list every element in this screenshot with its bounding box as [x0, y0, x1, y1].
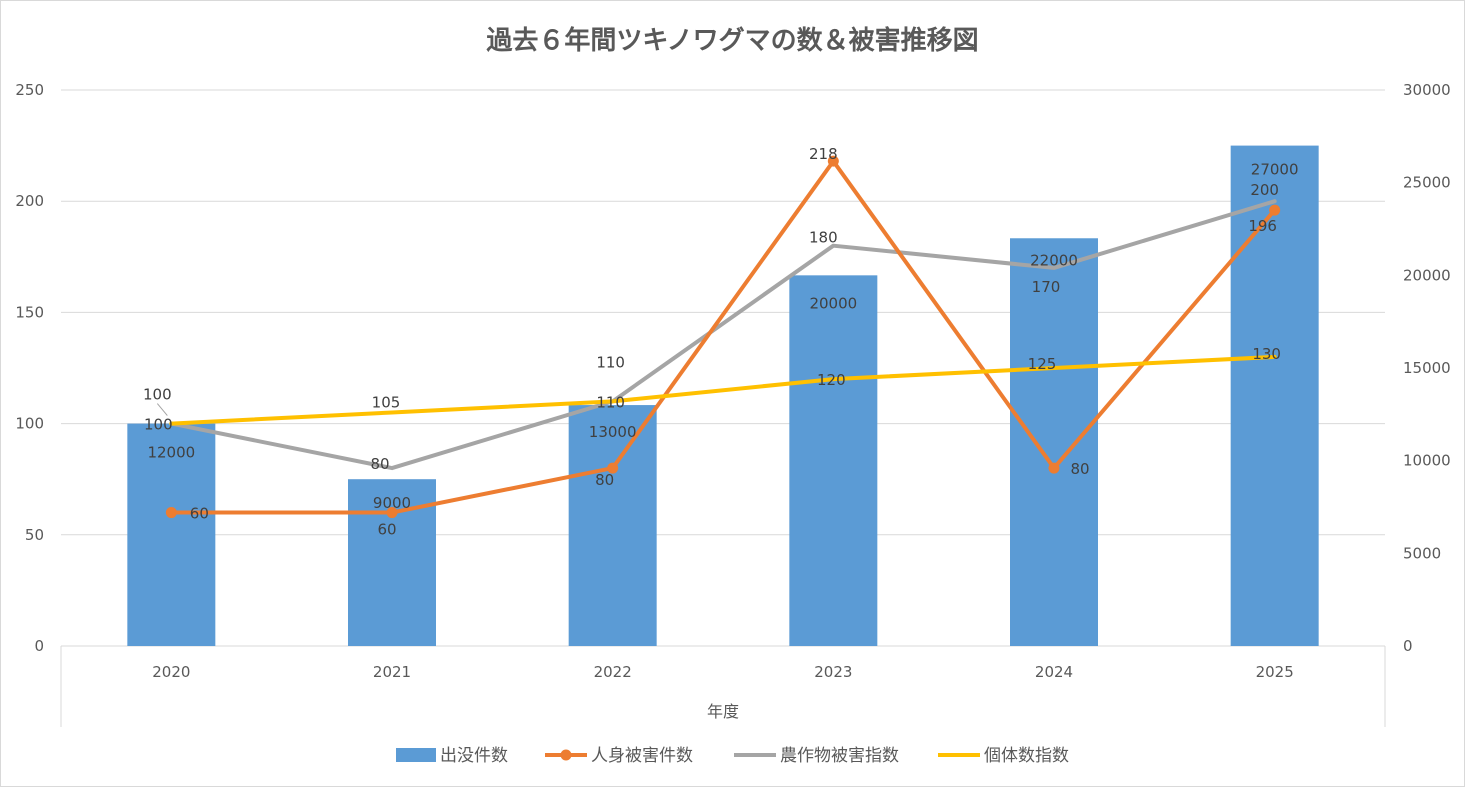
series-marker: [607, 462, 619, 474]
chart-title: 過去６年間ツキノワグマの数＆被害推移図: [486, 26, 979, 56]
crop-data-label: 110: [596, 353, 625, 371]
bar-data-label: 12000: [147, 444, 195, 462]
crop-data-label: 170: [1032, 278, 1061, 296]
bar-data-label: 27000: [1251, 161, 1299, 179]
x-tick-label: 2022: [594, 663, 632, 681]
injury-data-label: 80: [595, 471, 614, 489]
legend-swatch-bar: [396, 748, 436, 762]
y-left-tick-label: 150: [15, 303, 44, 321]
y-right-tick-label: 5000: [1403, 544, 1441, 562]
legend-label: 人身被害件数: [591, 746, 693, 766]
bar: [1230, 145, 1319, 646]
y-right-tick-label: 20000: [1403, 266, 1451, 284]
series-marker: [827, 155, 839, 167]
injury-data-label: 60: [377, 521, 396, 539]
series-line: [169, 199, 1277, 471]
crop-label-leader-line: [156, 403, 168, 416]
crop-data-label: 180: [809, 229, 838, 247]
x-tick-label: 2024: [1035, 663, 1073, 681]
bar: [127, 423, 216, 646]
x-tick-label: 2023: [814, 663, 852, 681]
bar-data-label: 22000: [1030, 251, 1078, 269]
bar-data-label: 13000: [589, 423, 637, 441]
crop-data-label: 200: [1250, 181, 1279, 199]
y-right-tick-label: 30000: [1403, 81, 1451, 99]
crop-data-label: 80: [370, 455, 389, 473]
injury-data-label: 60: [190, 505, 209, 523]
y-right-tick-label: 15000: [1403, 359, 1451, 377]
legend-label: 出没件数: [440, 746, 508, 766]
series-line: [169, 159, 1277, 515]
x-tick-label: 2020: [152, 663, 190, 681]
series-marker: [1048, 462, 1060, 474]
bar: [568, 405, 657, 646]
series-marker: [165, 507, 177, 519]
bar: [789, 275, 878, 646]
y-left-tick-label: 100: [15, 415, 44, 433]
y-left-tick-label: 0: [34, 637, 44, 655]
series-marker: [386, 507, 398, 519]
series-line: [169, 354, 1277, 426]
legend-label: 個体数指数: [984, 746, 1069, 766]
injury-data-label: 218: [809, 145, 838, 163]
population-data-label: 100: [144, 416, 173, 434]
x-tick-label: 2021: [373, 663, 411, 681]
population-data-label: 110: [596, 393, 625, 411]
bar-data-label: 20000: [809, 294, 857, 312]
y-right-tick-label: 25000: [1403, 174, 1451, 192]
x-tick-label: 2025: [1256, 663, 1294, 681]
crop-data-label: 100: [143, 386, 172, 404]
population-data-label: 130: [1252, 345, 1281, 363]
injury-data-label: 80: [1070, 460, 1089, 478]
series-marker: [1269, 204, 1281, 216]
legend-label: 農作物被害指数: [780, 746, 899, 766]
bar: [1010, 238, 1098, 646]
y-left-tick-label: 50: [25, 526, 44, 544]
injury-data-label: 196: [1248, 217, 1277, 235]
y-right-tick-label: 10000: [1403, 452, 1451, 470]
legend-swatch-marker: [560, 749, 572, 761]
y-left-tick-label: 250: [15, 81, 44, 99]
population-data-label: 125: [1028, 355, 1057, 373]
y-right-tick-label: 0: [1403, 637, 1413, 655]
population-data-label: 120: [817, 371, 846, 389]
x-axis-title: 年度: [707, 702, 739, 721]
y-left-tick-label: 200: [15, 192, 44, 210]
bar-data-label: 9000: [373, 494, 411, 512]
population-data-label: 105: [372, 393, 401, 411]
